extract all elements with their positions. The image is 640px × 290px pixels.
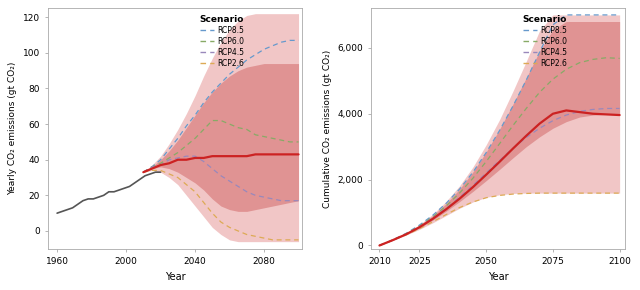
Legend: RCP8.5, RCP6.0, RCP4.5, RCP2.6: RCP8.5, RCP6.0, RCP4.5, RCP2.6 [520,12,570,71]
Legend: RCP8.5, RCP6.0, RCP4.5, RCP2.6: RCP8.5, RCP6.0, RCP4.5, RCP2.6 [196,12,247,71]
Y-axis label: Cumulative CO₂ emissions (gt CO₂): Cumulative CO₂ emissions (gt CO₂) [323,49,332,208]
X-axis label: Year: Year [488,272,509,282]
X-axis label: Year: Year [165,272,186,282]
Y-axis label: Yearly CO₂ emissions (gt CO₂): Yearly CO₂ emissions (gt CO₂) [8,62,17,195]
